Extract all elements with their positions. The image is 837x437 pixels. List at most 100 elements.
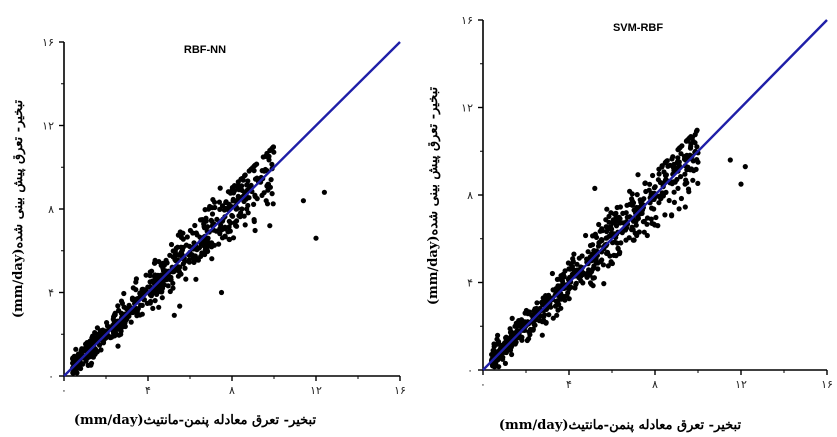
scatter-point [562,297,568,303]
scatter-point [173,267,179,273]
scatter-point [676,206,682,212]
scatter-point [133,287,139,293]
scatter-point [656,171,662,177]
scatter-point [135,306,141,312]
scatter-point [516,318,522,324]
scatter-point [230,235,237,241]
scatter-point [617,249,623,255]
scatter-point [204,246,210,252]
scatter-point [603,217,609,223]
scatter-point [650,172,656,179]
x-axis-title: تبخیر- تعرق معادله پنمن-مانتیث(mm/day) [74,413,317,428]
scatter-point [214,216,220,222]
reference-line [482,19,828,371]
scatter-point [678,195,685,202]
scatter-point [92,335,98,341]
scatter-point [85,362,91,368]
scatter-point [239,187,245,193]
y-tick-label: ۴ [467,277,473,290]
scatter-point [690,138,696,144]
scatter-point [641,229,647,235]
scatter-point [695,159,701,165]
scatter-point [268,177,274,183]
scatter-point [590,275,596,281]
scatter-point [179,251,185,257]
scatter-point [242,173,248,179]
y-tick-label: ۴ [48,287,54,300]
scatter-point [678,174,684,180]
scatter-point [600,262,607,268]
scatter-point [571,251,577,257]
scatter-point [623,237,629,243]
scatter-point [128,319,134,325]
scatter-point [653,214,659,221]
scatter-point [92,351,98,357]
scatter-point [674,159,681,165]
scatter-point [193,230,199,236]
scatter-point [671,199,678,205]
scatter-point [121,304,127,310]
scatter-point [639,210,645,216]
scatter-point [491,350,497,356]
scatter-point [152,298,158,304]
scatter-point [544,295,550,301]
scatter-point [662,212,668,218]
scatter-point [168,241,175,248]
scatter-point [267,184,273,190]
scatter-point [566,286,572,292]
scatter-point [534,300,540,306]
scatter-point [168,274,174,280]
scatter-point [656,200,662,206]
scatter-point [118,328,124,334]
y-axis-title: تبخیر- تعرق پیش بینی شده(mm/day) [11,99,26,318]
scatter-point [208,217,214,223]
scatter-point [630,227,636,233]
scatter-point [562,268,568,274]
scatter-point [507,347,514,353]
scatter-point [502,360,508,366]
scatter-point [651,221,657,227]
y-tick-label: ۸ [48,203,54,216]
scatter-point [251,163,257,169]
scatter-point [566,266,572,272]
x-tick-label: ۰ [61,384,67,397]
scatter-point [173,245,179,251]
scatter-point [177,303,183,309]
scatter-point [118,298,125,304]
scatter-point [655,177,662,183]
scatter-point [678,151,684,157]
scatter-point [246,183,252,189]
scatter-point [651,206,657,212]
scatter-point [664,158,670,164]
scatter-point [624,202,630,208]
scatter-point [613,218,619,224]
scatter-point [663,176,669,182]
scatter-point [154,291,160,297]
scatter-point [236,213,242,219]
scatter-point [73,346,79,352]
scatter-point [313,235,319,241]
scatter-point [152,277,158,283]
scatter-point [523,307,530,314]
scatter-point [693,166,699,172]
x-axis-title: تبخیر- تعرق معادله پنمن-مانتیث(mm/day) [499,418,742,433]
scatter-point [686,189,692,195]
scatter-point [143,272,149,278]
scatter-point [555,299,561,305]
y-tick-label: ۰ [48,370,54,383]
scatter-point [604,228,610,235]
scatter-point [254,196,260,202]
scatter-point [667,162,673,168]
scatter-point [601,281,607,287]
scatter-point [593,260,599,266]
scatter-point [210,197,216,203]
scatter-point [209,211,216,217]
scatter-point [574,261,580,267]
scatter-point [192,222,198,229]
scatter-point [148,293,154,299]
scatter-point [251,218,257,225]
scatter-point [300,198,306,204]
scatter-point [524,337,530,344]
scatter-point [133,276,139,282]
